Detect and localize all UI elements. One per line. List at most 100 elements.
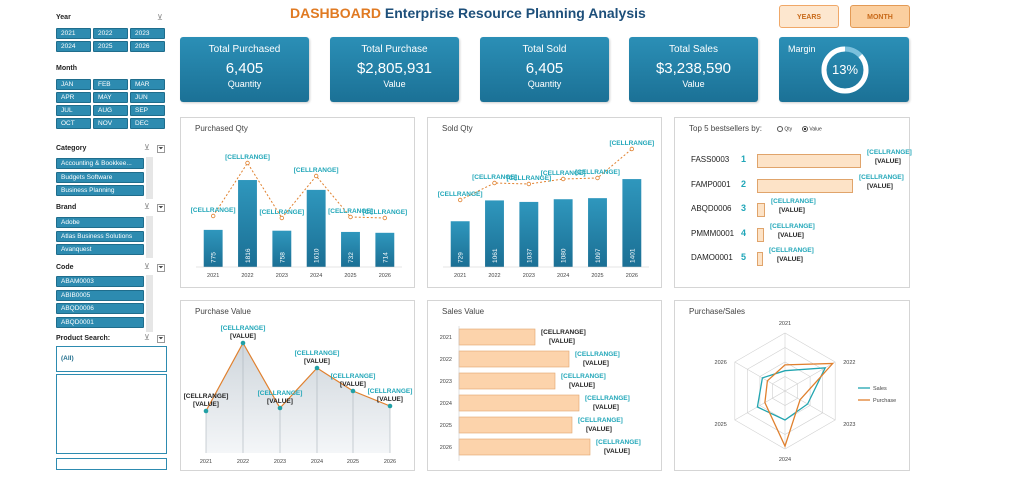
month-chip-apr[interactable]: APR	[56, 92, 91, 103]
dropdown-icon[interactable]: ⏷	[157, 335, 165, 343]
month-chip-jul[interactable]: JUL	[56, 105, 91, 116]
data-label-value: [VALUE]	[304, 358, 330, 365]
month-chip-aug[interactable]: AUG	[93, 105, 128, 116]
product-list-box[interactable]	[56, 374, 167, 454]
x-tick-label: 2025	[347, 459, 359, 465]
area-point	[240, 340, 246, 346]
product-code: FASS0003	[691, 155, 730, 164]
data-label-value: [VALUE]	[549, 338, 575, 345]
data-label-cellrange: [CELLRANGE]	[258, 390, 303, 397]
top5-row: DAMO0001 5 [CELLRANGE] [VALUE]	[675, 247, 911, 272]
x-tick-label: 2026	[626, 273, 638, 279]
bar-2024	[553, 199, 573, 267]
radio-value[interactable]: Value	[802, 126, 822, 132]
sold-qty-panel: Sold Qty 729 2021 1061 2022 1037 2023 1080 2024…	[427, 117, 662, 288]
category-item[interactable]: Business Planning	[56, 185, 144, 196]
data-label-cellrange: [CELLRANGE]	[294, 167, 339, 174]
chart-title: Sales Value	[442, 307, 485, 316]
legend-label-sales: Sales	[873, 386, 887, 392]
x-tick-label: 2023	[523, 273, 535, 279]
years-button[interactable]: YEARS	[779, 5, 839, 28]
purchase-value-panel: Purchase Value [CELLRANGE] [VALUE] 2021 [CE…	[180, 300, 415, 471]
brand-item[interactable]: Adobe	[56, 217, 144, 228]
product-code: ABQD0006	[691, 204, 732, 213]
product-search-input[interactable]	[56, 458, 167, 470]
month-chip-dec[interactable]: DEC	[130, 118, 165, 129]
area-point	[350, 388, 356, 394]
sold-qty-chart: 729 2021 1061 2022 1037 2023 1080 2024 1097 2025 1…	[438, 140, 654, 279]
area-point	[203, 408, 209, 414]
year-chip-2024[interactable]: 2024	[56, 41, 91, 52]
trend-point	[313, 173, 319, 179]
clear-filter-icon[interactable]: ⊻	[144, 333, 150, 342]
code-item[interactable]: ABQD0006	[56, 303, 144, 314]
clear-filter-icon[interactable]: ⊻	[144, 143, 150, 152]
data-label-cellrange: [CELLRANGE]	[331, 373, 376, 380]
bar-value-label: 1610	[314, 248, 321, 263]
month-button[interactable]: MONTH	[850, 5, 910, 28]
dropdown-icon[interactable]: ⏷	[157, 145, 165, 153]
purchase-sales-radar: 2021 2022 2023 2024 2025 2026 Sales Purchase	[715, 321, 897, 463]
month-chip-jun[interactable]: JUN	[130, 92, 165, 103]
year-chip-2021[interactable]: 2021	[56, 28, 91, 39]
category-item[interactable]: Budgets Software	[56, 171, 144, 183]
year-chip-2023[interactable]: 2023	[130, 28, 165, 39]
code-scrollbar[interactable]	[146, 275, 153, 332]
month-chip-feb[interactable]: FEB	[93, 79, 128, 90]
rank-number: 5	[741, 252, 747, 262]
code-item[interactable]: ABQD0001	[56, 316, 144, 328]
clear-filter-icon[interactable]: ⊻	[144, 202, 150, 211]
bar-2025	[341, 231, 360, 267]
radar-series-purchase	[764, 362, 835, 448]
month-slicer-title: Month	[56, 65, 77, 72]
bar-value-label: 732	[348, 252, 355, 263]
dropdown-icon[interactable]: ⏷	[157, 264, 165, 272]
dropdown-icon[interactable]: ⏷	[157, 204, 165, 212]
bar-2026	[375, 232, 395, 267]
data-label-cellrange: [CELLRANGE]	[221, 325, 266, 332]
month-chip-sep[interactable]: SEP	[130, 105, 165, 116]
chart-title: Purchase Value	[195, 307, 251, 316]
data-label-cellrange: [CELLRANGE]	[438, 191, 483, 198]
bar-value-label: 1037	[526, 248, 533, 263]
radio-qty[interactable]: Qty	[777, 126, 792, 132]
kpi-total-sold: Total Sold 6,405 Quantity	[480, 37, 609, 102]
month-chip-oct[interactable]: OCT	[56, 118, 91, 129]
trend-point	[629, 146, 635, 152]
category-scrollbar[interactable]	[146, 157, 153, 199]
code-slicer-title: Code	[56, 264, 74, 271]
month-chip-may[interactable]: MAY	[93, 92, 128, 103]
kpi-unit: Value	[682, 79, 705, 89]
top5-row: ABQD0006 3 [CELLRANGE] [VALUE]	[675, 198, 911, 223]
month-chip-jan[interactable]: JAN	[56, 79, 91, 90]
radar-axis-label: 2021	[779, 321, 791, 327]
brand-item[interactable]: Avanquest	[56, 244, 144, 255]
bar-value-label: 758	[279, 252, 286, 263]
top5-bar	[757, 178, 853, 193]
year-chip-2022[interactable]: 2022	[93, 28, 128, 39]
radar-spoke	[784, 361, 836, 392]
month-chip-mar[interactable]: MAR	[130, 79, 165, 90]
code-item[interactable]: ABIB0005	[56, 289, 144, 301]
bar-2022	[238, 180, 257, 267]
code-item[interactable]: ABAM0003	[56, 276, 144, 287]
data-label-cellrange: [CELLRANGE]	[769, 247, 814, 254]
x-tick-label: 2024	[557, 273, 569, 279]
year-chip-2026[interactable]: 2026	[130, 41, 165, 52]
data-label-value: [VALUE]	[377, 396, 403, 403]
top5-bar	[757, 227, 764, 242]
product-code: PMMM0001	[691, 228, 735, 238]
sales-value-panel: Sales Value 2021 [CELLRANGE] [VALUE] 2022 [C…	[427, 300, 662, 471]
product-search-box[interactable]: (All)	[56, 346, 167, 372]
kpi-value: $2,805,931	[356, 60, 433, 77]
year-chip-2025[interactable]: 2025	[93, 41, 128, 52]
month-chip-nov[interactable]: NOV	[93, 118, 128, 129]
category-item[interactable]: Accounting & Bookkee...	[56, 158, 144, 169]
trend-point	[382, 215, 388, 221]
clear-filter-icon[interactable]: ⊻	[144, 262, 150, 271]
clear-filter-icon[interactable]: ⊻	[157, 13, 163, 22]
area-line	[205, 341, 391, 412]
brand-scrollbar[interactable]	[146, 216, 153, 258]
radar-axis-label: 2022	[843, 360, 855, 366]
brand-item[interactable]: Atlas Business Solutions	[56, 230, 144, 242]
